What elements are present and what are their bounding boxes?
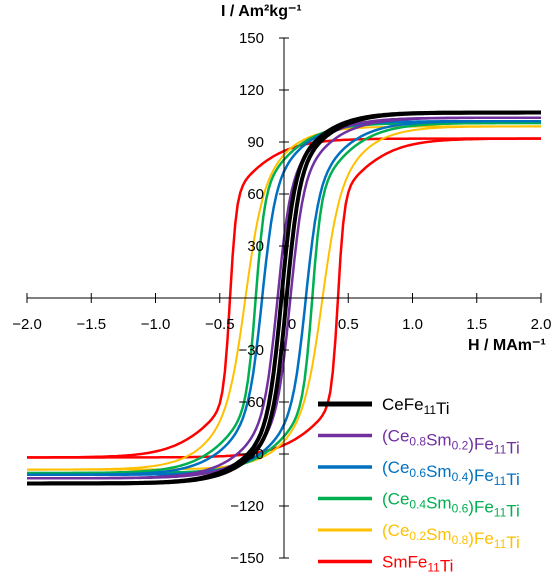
y-axis-title: I / Am²kg⁻¹ <box>221 3 302 20</box>
legend: CeFe11Ti (Ce0.8Sm0.2)Fe11Ti(Ce0.6Sm0.4)Fe… <box>318 395 520 572</box>
x-tick-label: 1.5 <box>466 316 487 333</box>
legend-label: SmFe11Ti <box>382 553 453 572</box>
x-axis-title: H / MAm⁻¹ <box>468 337 546 354</box>
legend-label: CeFe11Ti <box>382 395 450 418</box>
y-tick-label: −120 <box>230 498 264 515</box>
legend-item: (Ce0.8Sm0.2)Fe11Ti <box>318 427 520 458</box>
y-tick-label: 120 <box>239 82 264 99</box>
y-tick-label: −150 <box>230 550 264 567</box>
x-tick-label: −1.0 <box>141 316 171 333</box>
legend-item: (Ce0.2Sm0.8)Fe11Ti <box>318 521 520 552</box>
legend-label: (Ce0.8Sm0.2)Fe11Ti <box>382 427 520 458</box>
legend-item: (Ce0.4Sm0.6)Fe11Ti <box>318 490 520 521</box>
legend-item: CeFe11Ti <box>318 395 450 418</box>
y-tick-label: 30 <box>247 238 264 255</box>
y-tick-label: 90 <box>247 134 264 151</box>
x-tick-label: 0.5 <box>338 316 359 333</box>
x-tick-label: 2.0 <box>531 316 552 333</box>
legend-label: (Ce0.2Sm0.8)Fe11Ti <box>382 521 520 552</box>
y-tick-label: −90 <box>239 446 264 463</box>
y-tick-label: 150 <box>239 30 264 47</box>
y-tick-label: −30 <box>239 342 264 359</box>
x-tick-label: −0.5 <box>205 316 235 333</box>
x-tick-label: −2.0 <box>12 316 42 333</box>
legend-label: (Ce0.6Sm0.4)Fe11Ti <box>382 458 520 489</box>
tick-labels: −2.0 −1.5 −1.0 −0.5 0 0.5 1.0 1.5 2.0 −150 −120 −90… <box>12 30 551 567</box>
y-tick-label: −60 <box>239 394 264 411</box>
y-tick-label: 60 <box>247 186 264 203</box>
x-tick-label: 1.0 <box>402 316 423 333</box>
x-tick-label: 0 <box>288 316 296 333</box>
x-tick-label: −1.5 <box>76 316 106 333</box>
legend-item: (Ce0.6Sm0.4)Fe11Ti <box>318 458 520 489</box>
legend-item: SmFe11Ti <box>318 553 453 572</box>
legend-label: (Ce0.4Sm0.6)Fe11Ti <box>382 490 520 521</box>
